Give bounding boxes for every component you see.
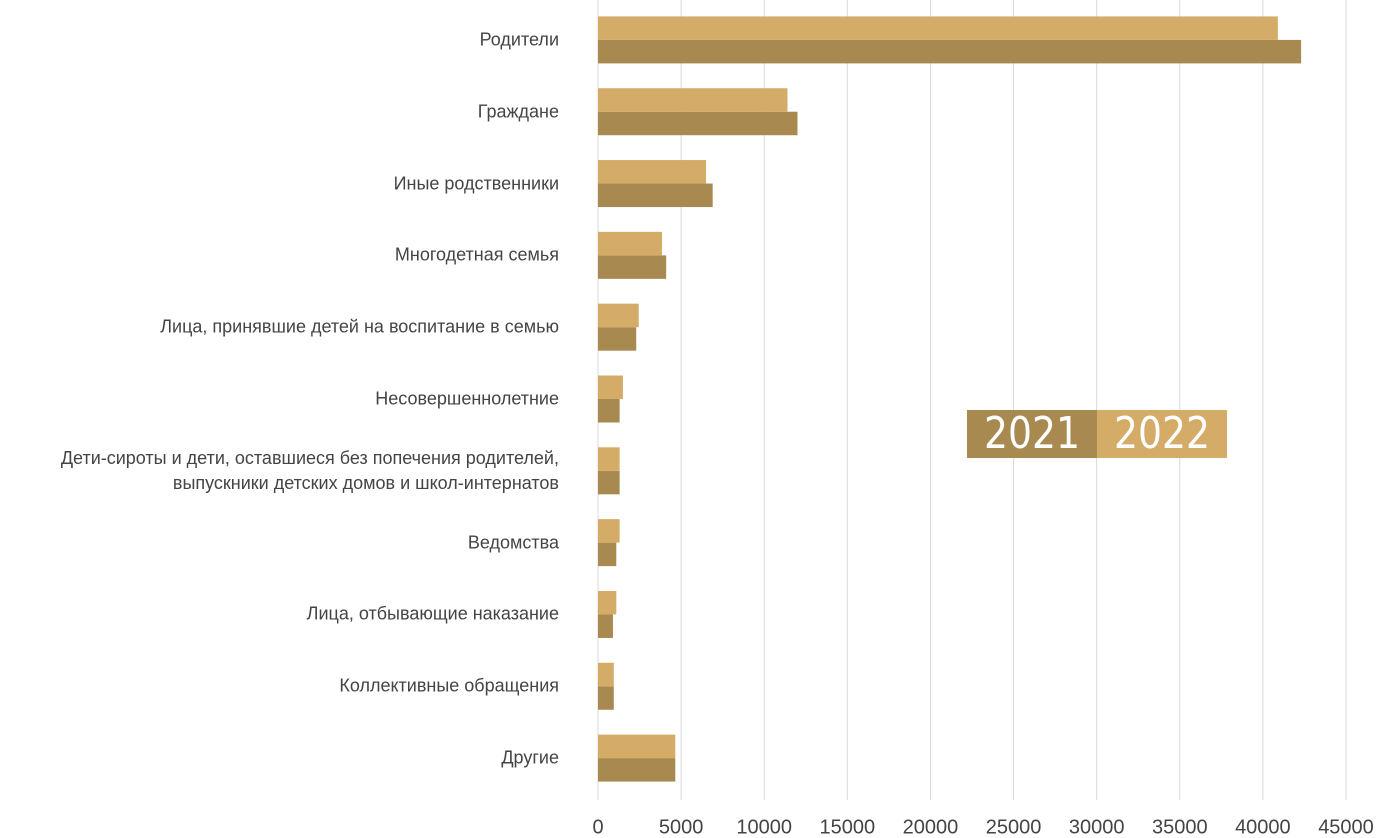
legend-swatch <box>967 410 1097 458</box>
category-label: Лица, принявшие детей на воспитание в се… <box>160 316 559 337</box>
bar <box>598 470 620 495</box>
x-tick-label: 30000 <box>1069 816 1125 838</box>
bar <box>598 758 676 782</box>
bar <box>598 542 617 567</box>
x-tick-label: 20000 <box>903 816 959 838</box>
bar <box>598 614 613 638</box>
category-label: Дети-сироты и дети, оставшиеся без попеч… <box>60 447 559 493</box>
category-label: Лица, отбывающие наказание <box>306 603 559 624</box>
x-tick-label: 45000 <box>1318 816 1374 838</box>
bar <box>598 16 1278 40</box>
x-tick-label: 40000 <box>1235 816 1291 838</box>
category-label: Другие <box>501 747 559 768</box>
x-tick-label: 35000 <box>1152 816 1208 838</box>
bar <box>598 111 798 136</box>
x-tick-label: 25000 <box>986 816 1042 838</box>
legend-label: 2021 <box>984 408 1080 459</box>
bar <box>598 399 620 423</box>
bar <box>598 662 614 687</box>
category-label: Родители <box>479 29 559 50</box>
legend-label: 2022 <box>1114 408 1210 459</box>
bar <box>598 183 713 208</box>
bar <box>598 88 788 112</box>
legend-swatch <box>1097 410 1227 458</box>
bar <box>598 590 617 615</box>
bar <box>598 375 623 399</box>
category-label: Граждане <box>477 101 559 122</box>
category-label: Коллективные обращения <box>339 675 559 696</box>
category-label: Многодетная семья <box>394 244 559 265</box>
x-tick-label: 5000 <box>659 816 704 838</box>
bar <box>598 734 676 759</box>
category-label: Ведомства <box>467 532 559 553</box>
category-label: Несовершеннолетние <box>375 388 559 409</box>
x-tick-label: 15000 <box>820 816 876 838</box>
bar <box>598 686 614 710</box>
bar <box>598 447 620 471</box>
bar <box>598 160 707 184</box>
bar <box>598 519 620 543</box>
category-label: Иные родственники <box>393 173 559 194</box>
bar <box>598 39 1302 64</box>
x-tick-label: 0 <box>592 816 603 838</box>
bar <box>598 231 662 256</box>
x-tick-label: 10000 <box>736 816 792 838</box>
bar <box>598 327 637 351</box>
bar <box>598 303 639 328</box>
bar <box>598 255 667 279</box>
